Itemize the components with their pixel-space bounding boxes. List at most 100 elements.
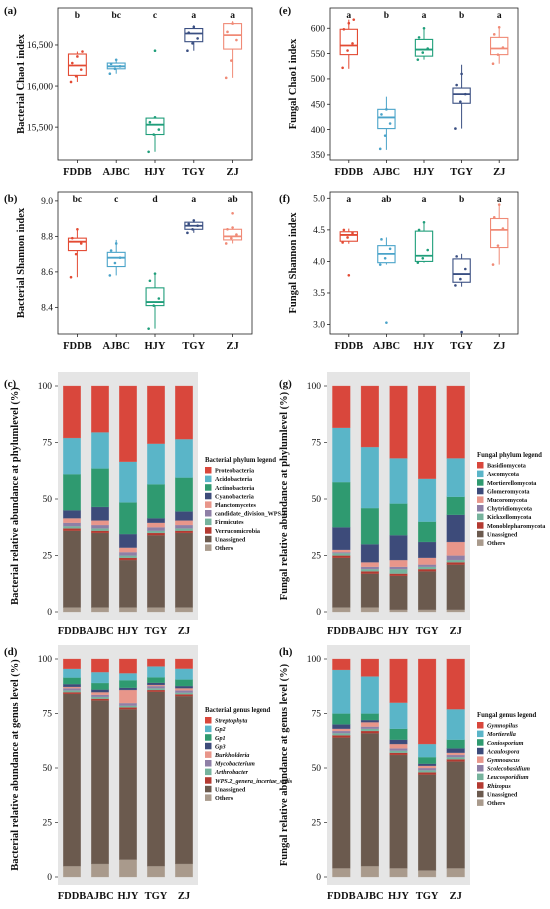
bar-segment-FDDB-others <box>63 607 81 613</box>
bar-segment-FDDB-acaulospora <box>332 724 351 729</box>
data-point-HJY <box>417 228 421 232</box>
bar-segment-ZJ-others <box>446 868 465 878</box>
data-point-TGY <box>454 127 457 130</box>
data-point-FDDB <box>346 49 349 52</box>
bar-segment-AJBC-actinobacteria <box>91 468 109 508</box>
data-point-FDDB <box>342 27 346 31</box>
bar-segment-FDDB-gp2 <box>63 668 81 678</box>
bar-segment-TGY-gp1 <box>147 677 165 683</box>
legend-swatch-g <box>477 487 484 495</box>
panel-letter-h: (h) <box>279 646 293 658</box>
data-point-AJBC <box>385 108 388 111</box>
data-point-AJBC <box>380 113 383 116</box>
y-tick-label-d: 50 <box>43 764 53 774</box>
data-point-TGY <box>464 267 467 271</box>
bar-segment-AJBC-unassigned <box>360 573 379 608</box>
box-HJY <box>145 117 165 136</box>
bar-segment-AJBC-proteobacteria <box>91 385 109 433</box>
bar-segment-HJY-gymnoascus <box>389 743 408 749</box>
data-point-ZJ <box>497 203 501 206</box>
data-point-AJBC <box>114 58 118 62</box>
data-point-TGY <box>186 231 189 235</box>
data-point-ZJ <box>235 233 238 236</box>
bar-segment-AJBC-others <box>91 607 109 613</box>
bar-segment-ZJ-glomeromycota <box>446 514 465 543</box>
bar-segment-TGY-candidate-division-wps-2 <box>147 527 165 531</box>
data-point-HJY <box>153 272 157 275</box>
legend-swatch-g <box>477 513 484 521</box>
y-tick-label-a: 15,500 <box>27 123 53 133</box>
bar-segment-TGY-basidiomycota <box>418 385 437 479</box>
bar-segment-TGY-rhizopus <box>418 772 437 775</box>
data-point-AJBC <box>378 147 382 151</box>
bar-segment-FDDB-monoblepharomycota <box>332 555 351 558</box>
box-HJY <box>414 230 434 262</box>
legend-label-d: Burkholderia <box>214 752 249 759</box>
bar-segment-TGY-glomeromycota <box>418 541 437 558</box>
bar-segment-AJBC-gp3 <box>91 689 109 693</box>
y-tick-label-f: 3.0 <box>313 321 325 331</box>
data-point-HJY <box>147 150 150 154</box>
legend-swatch-c <box>205 492 212 500</box>
bar-segment-HJY-verrucomicrobia <box>119 557 137 561</box>
y-tick-label-f: 5.0 <box>313 195 325 205</box>
significance-letter-ZJ: a <box>497 195 502 205</box>
data-point-TGY <box>192 219 196 222</box>
data-point-HJY <box>416 58 420 61</box>
significance-letter-ZJ: ab <box>228 195 238 205</box>
data-point-FDDB <box>351 42 354 45</box>
legend-label-h: Scolecobasidium <box>487 766 530 773</box>
legend-label-d: WPS.2_genera_incertae_sedis <box>215 778 293 785</box>
data-point-AJBC <box>118 256 122 259</box>
bar-segment-FDDB-glomeromycota <box>332 527 351 551</box>
data-point-ZJ <box>491 62 495 66</box>
significance-letter-AJBC: c <box>114 195 118 205</box>
bar-segment-FDDB-ascomycota <box>332 427 351 483</box>
legend-label-d: Arthrobacter <box>214 769 249 776</box>
bar-segment-FDDB-unassigned <box>63 530 81 608</box>
y-tick-label-d: 75 <box>43 710 53 720</box>
legend-swatch-d <box>205 725 212 733</box>
bar-segment-HJY-rhizopus <box>389 752 408 756</box>
legend-label-c: Others <box>215 545 234 552</box>
bar-segment-TGY-verrucomicrobia <box>147 532 165 536</box>
bar-segment-ZJ-unassigned <box>175 695 193 865</box>
bar-segment-ZJ-unassigned <box>175 532 193 608</box>
y-axis-label-e: Fungal Chao1 index <box>288 38 299 129</box>
data-point-ZJ <box>226 227 229 231</box>
bar-segment-TGY-mortierellomycota <box>418 521 437 543</box>
data-point-AJBC <box>114 242 118 245</box>
x-tick-label-TGY: TGY <box>145 891 168 902</box>
bar-segment-FDDB-acidobacteria <box>63 437 81 475</box>
bar-segment-AJBC-gymnoascus <box>360 722 379 727</box>
y-tick-label-f: 3.5 <box>313 289 325 299</box>
y-tick-label-c: 75 <box>43 439 53 449</box>
x-tick-label-ZJ: ZJ <box>450 626 462 637</box>
legend-label-g: Ascomycota <box>487 471 519 478</box>
bar-segment-TGY-wps-2-genera-incertae-sedis <box>147 689 165 692</box>
legend-swatch-h <box>477 747 484 755</box>
data-point-TGY <box>187 222 191 226</box>
legend-label-d: Gp1 <box>215 735 226 742</box>
x-tick-label-AJBC: AJBC <box>356 891 383 902</box>
data-point-HJY <box>426 248 430 252</box>
legend-label-h: Rhizopus <box>486 783 511 790</box>
data-point-ZJ <box>501 46 505 49</box>
bar-segment-FDDB-unassigned <box>63 693 81 867</box>
bar-segment-ZJ-actinobacteria <box>175 477 193 512</box>
bar-segment-HJY-others <box>389 868 408 878</box>
data-point-ZJ <box>226 30 229 34</box>
legend-label-g: Others <box>487 540 506 547</box>
data-point-HJY <box>152 133 156 136</box>
bar-segment-AJBC-scolecobasidium <box>360 726 379 729</box>
data-point-TGY <box>459 100 462 104</box>
x-tick-label-FDDB: FDDB <box>335 341 364 352</box>
bar-segment-ZJ-others <box>175 607 193 613</box>
bar-segment-ZJ-kickxellomycota <box>446 559 465 563</box>
legend-swatch-g <box>477 505 484 512</box>
bar-segment-FDDB-gp1 <box>63 677 81 685</box>
y-tick-label-h: 25 <box>312 819 322 829</box>
legend-label-g: Chytridiomycota <box>487 506 532 513</box>
data-point-FDDB <box>352 18 356 21</box>
